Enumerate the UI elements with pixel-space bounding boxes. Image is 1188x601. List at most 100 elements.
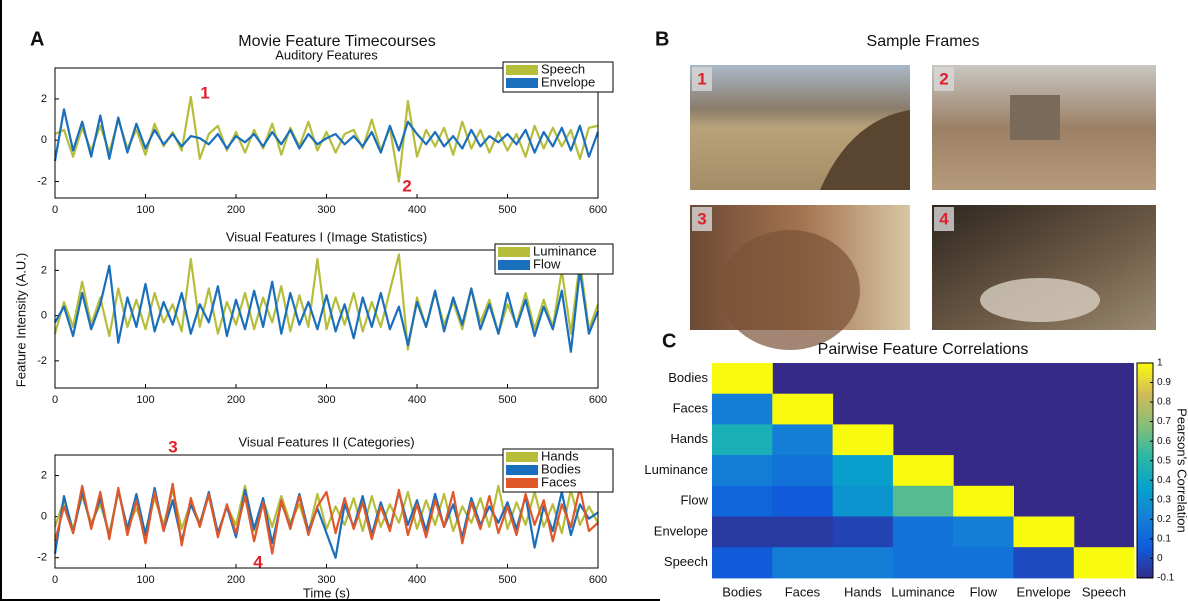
- series-line: [53, 253, 600, 351]
- legend-label: Flow: [533, 256, 561, 271]
- row-label: Luminance: [644, 462, 708, 477]
- colorbar-tick-label: 0.9: [1157, 377, 1171, 388]
- colorbar-tick-label: 0.8: [1157, 397, 1171, 408]
- plot-frame: [54, 249, 599, 389]
- colorbar-segment: [1137, 413, 1153, 418]
- colorbar-segment: [1137, 402, 1153, 407]
- legend-swatch: [498, 247, 530, 257]
- colorbar-segment: [1137, 534, 1153, 540]
- colorbar-segment: [1137, 423, 1153, 428]
- colorbar-segment: [1137, 391, 1153, 396]
- chart-title: Visual Features II (Categories): [238, 434, 414, 449]
- colorbar-segment: [1137, 377, 1153, 382]
- colorbar-segment: [1137, 398, 1153, 403]
- legend-swatch: [506, 65, 538, 75]
- colorbar-segment: [1137, 488, 1153, 493]
- frame-figure: [980, 278, 1100, 322]
- x-tick-label: 400: [408, 394, 426, 406]
- series-line: [53, 486, 599, 559]
- heatmap-cell: [832, 424, 894, 456]
- x-tick-label: 500: [498, 204, 516, 216]
- frame-face: [720, 230, 860, 350]
- chart-title: Visual Features I (Image Statistics): [226, 229, 427, 244]
- colorbar-segment: [1137, 456, 1153, 461]
- colorbar-segment: [1137, 502, 1153, 507]
- y-tick-label: -2: [37, 175, 47, 187]
- chart-title: Auditory Features: [275, 47, 378, 62]
- colorbar-frame: [1136, 362, 1154, 579]
- colorbar-segment: [1137, 463, 1153, 468]
- panel-label: C: [662, 330, 676, 352]
- colorbar-segment: [1137, 366, 1153, 371]
- colorbar-segment: [1137, 484, 1153, 489]
- frame: 2: [932, 65, 1156, 190]
- colorbar-tick-label: 0: [1157, 553, 1163, 564]
- column-label: Bodies: [722, 584, 762, 599]
- column-label: Hands: [844, 584, 882, 599]
- frame: 3: [690, 205, 910, 350]
- frame-badge: [934, 207, 954, 231]
- colorbar-segment: [1137, 527, 1153, 532]
- colorbar-segment: [1137, 549, 1153, 554]
- legend-label: Hands: [541, 448, 579, 463]
- series-line: [53, 108, 600, 162]
- heatmap-cell: [712, 363, 773, 395]
- heatmap-cell: [832, 516, 894, 548]
- frame-building: [1010, 95, 1060, 140]
- colorbar-segment: [1137, 445, 1153, 450]
- colorbar-segment: [1137, 506, 1153, 511]
- colorbar-segment: [1137, 470, 1153, 475]
- x-tick-label: 0: [52, 574, 58, 586]
- frames-title: Sample Frames: [867, 33, 980, 50]
- panel-label: B: [655, 28, 669, 50]
- x-tick-label: 200: [227, 574, 245, 586]
- legend-swatch: [506, 452, 538, 462]
- colorbar-segment: [1137, 545, 1153, 550]
- colorbar-segment: [1137, 373, 1153, 378]
- colorbar-segment: [1137, 431, 1153, 436]
- chart-title: Pairwise Feature Correlations: [818, 341, 1029, 358]
- colorbar-segment: [1137, 370, 1153, 375]
- heatmap-cell: [832, 485, 894, 517]
- heatmap-cell: [772, 516, 834, 548]
- colorbar-segment: [1137, 441, 1153, 446]
- colorbar-segment: [1137, 384, 1153, 389]
- y-tick-label: -2: [37, 552, 47, 564]
- series-line: [54, 264, 600, 353]
- column-label: Speech: [1082, 584, 1126, 599]
- colorbar-tick-label: -0.1: [1157, 573, 1175, 584]
- x-tick-label: 600: [589, 394, 607, 406]
- x-tick-label: 500: [498, 574, 516, 586]
- heatmap-cell: [712, 485, 773, 517]
- legend-label: Bodies: [541, 461, 581, 476]
- heatmap-cell: [953, 485, 1014, 517]
- heatmap-cell: [712, 393, 773, 425]
- colorbar-segment: [1137, 520, 1153, 525]
- colorbar-segment: [1137, 567, 1153, 572]
- y-tick-label: 0: [41, 134, 47, 146]
- row-label: Bodies: [668, 370, 708, 385]
- colorbar-tick-label: 0.4: [1157, 475, 1171, 486]
- heatmap-cell: [892, 485, 954, 517]
- row-label: Flow: [681, 493, 709, 508]
- x-tick-label: 400: [408, 204, 426, 216]
- legend-swatch: [506, 478, 538, 488]
- y-tick-label: 0: [41, 511, 47, 523]
- heatmap-cell: [1013, 547, 1075, 579]
- colorbar-tick-label: 0.1: [1157, 533, 1171, 544]
- heatmap-cell: [712, 455, 773, 487]
- legend-swatch: [498, 260, 530, 270]
- colorbar-segment: [1137, 574, 1153, 579]
- colorbar-segment: [1137, 416, 1153, 421]
- plot-frame: [54, 67, 599, 199]
- annotation: 2: [402, 176, 411, 195]
- column-label: Faces: [785, 584, 821, 599]
- y-tick-label: 2: [41, 264, 47, 276]
- figure-title: Movie Feature Timecourses: [238, 33, 435, 50]
- x-tick-label: 600: [589, 204, 607, 216]
- heatmap-cell: [712, 547, 773, 579]
- colorbar-segment: [1137, 438, 1153, 443]
- heatmap-cell: [772, 393, 834, 425]
- colorbar-segment: [1137, 517, 1153, 522]
